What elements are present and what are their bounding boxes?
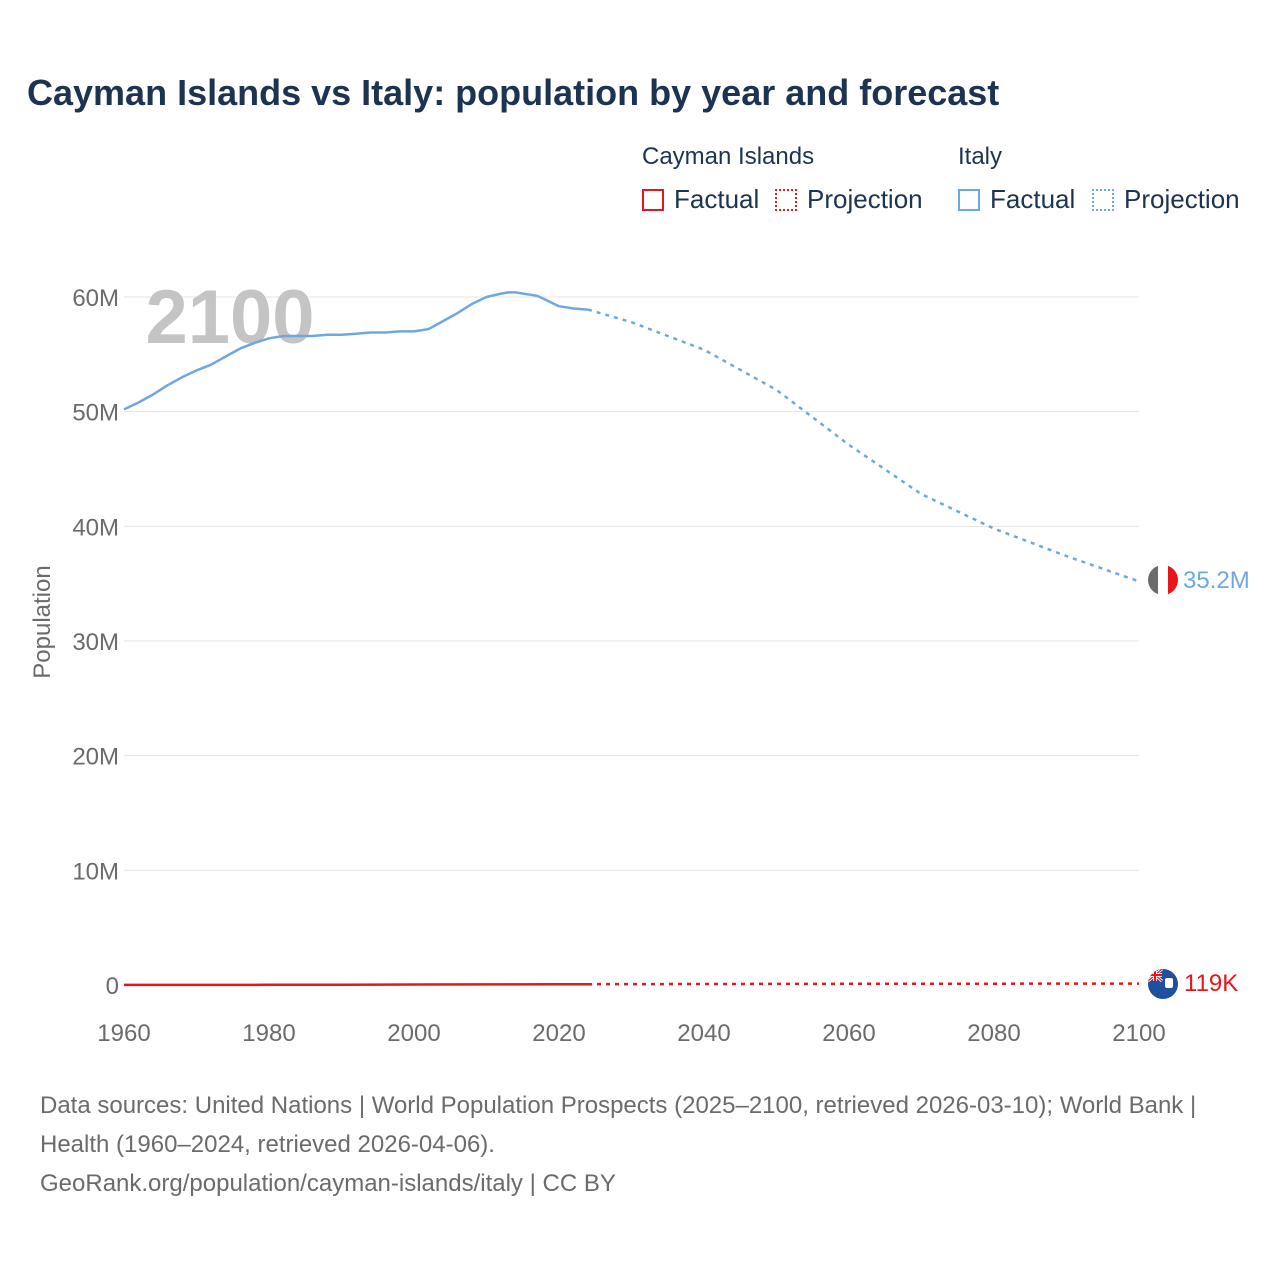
legend-cayman-projection-label: Projection <box>807 184 923 214</box>
footer-sources: Data sources: United Nations | World Pop… <box>40 1092 1197 1158</box>
legend-cayman-projection[interactable]: Projection <box>775 184 923 215</box>
y-tick-label: 20M <box>72 744 119 771</box>
y-tick-label: 10M <box>72 858 119 885</box>
legend-italy-factual-swatch <box>958 188 980 211</box>
italy-factual-line <box>123 291 589 411</box>
x-tick-label: 1960 <box>97 1020 150 1047</box>
legend-italy-factual[interactable]: Factual <box>958 184 1075 215</box>
legend-italy-projection[interactable]: Projection <box>1092 184 1240 215</box>
cayman-islands-factual-line <box>124 982 588 987</box>
y-axis-label: Population <box>29 565 56 678</box>
italy-projection-line <box>587 308 1140 583</box>
y-tick-label: 50M <box>72 400 119 427</box>
italy-flag-icon <box>1148 565 1178 595</box>
legend-cayman-factual[interactable]: Factual <box>642 184 759 215</box>
x-tick-label: 2040 <box>677 1020 730 1047</box>
y-tick-label: 60M <box>72 285 119 312</box>
legend-italy-factual-label: Factual <box>990 184 1076 214</box>
footer: Data sources: United Nations | World Pop… <box>40 1086 1240 1203</box>
x-tick-label: 1980 <box>242 1020 295 1047</box>
x-tick-label: 2020 <box>532 1020 585 1047</box>
legend-group-italy-title: Italy <box>958 143 1003 170</box>
italy-end-label: 35.2M <box>1183 567 1250 594</box>
legend-italy-projection-swatch <box>1092 188 1114 211</box>
series-lines <box>123 291 1140 987</box>
x-tick-label: 2060 <box>822 1020 875 1047</box>
cayman-islands-projection-line <box>587 982 1140 986</box>
legend-cayman-projection-swatch <box>775 188 797 211</box>
y-tick-label: 30M <box>72 629 119 656</box>
x-tick-label: 2100 <box>1112 1020 1165 1047</box>
x-tick-label: 2000 <box>387 1020 440 1047</box>
y-tick-label: 40M <box>72 514 119 541</box>
chart-title: Cayman Islands vs Italy: population by y… <box>27 72 1000 113</box>
legend-cayman-factual-swatch <box>642 188 664 211</box>
cayman-end-label: 119K <box>1184 970 1238 997</box>
footer-credit: GeoRank.org/population/cayman-islands/it… <box>40 1170 616 1197</box>
year-indicator: 2100 <box>145 275 314 360</box>
cayman-islands-flag-icon <box>1148 969 1178 999</box>
legend-group-cayman-title: Cayman Islands <box>642 143 815 170</box>
x-axis-ticks: 1960 1980 2000 2020 2040 2060 2080 2100 <box>97 1020 1165 1047</box>
population-chart: 0 10M 20M 30M 40M 50M 60M 1960 1980 2000 2020 2040… <box>29 275 1250 1047</box>
y-tick-label: 0 <box>106 973 119 1000</box>
gridlines <box>124 296 1139 871</box>
y-axis-ticks: 0 10M 20M 30M 40M 50M 60M <box>72 285 119 1000</box>
x-tick-label: 2080 <box>967 1020 1020 1047</box>
legend-italy-projection-label: Projection <box>1124 184 1240 214</box>
legend-cayman-factual-label: Factual <box>674 184 760 214</box>
